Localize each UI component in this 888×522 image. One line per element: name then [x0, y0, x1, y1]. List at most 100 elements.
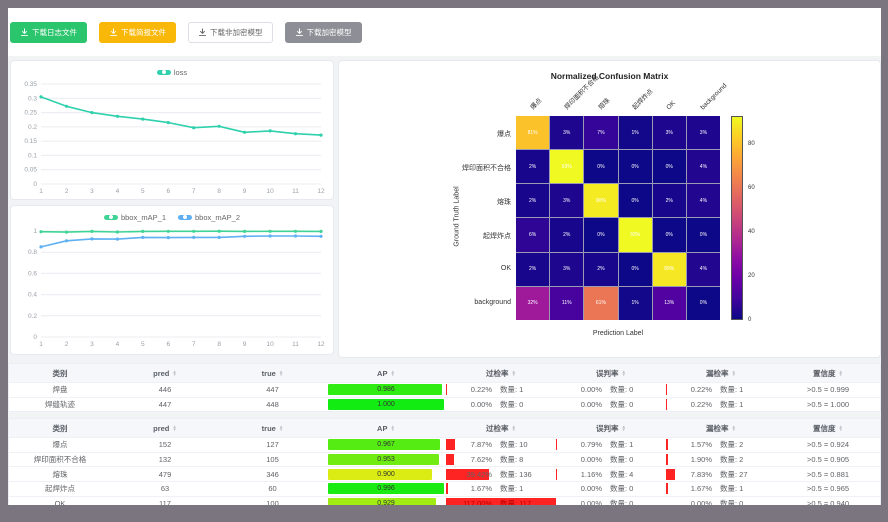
svg-text:10: 10: [266, 188, 274, 195]
legend-label: bbox_mAP_1: [120, 212, 166, 222]
button-label: 下载非加密模型: [210, 27, 263, 37]
ap-cell: 0.986: [326, 383, 446, 397]
rate-bar: [446, 483, 448, 495]
column-header-label: pred: [153, 423, 170, 433]
miss-rate-cell: 0.22% 数量: 1: [666, 398, 776, 412]
legend-marker-icon: [156, 69, 171, 75]
rate-percent: 0.00%: [580, 484, 602, 494]
column-header-类别: 类别: [9, 419, 111, 437]
column-header-置信度[interactable]: 置信度 ▲ ▼: [776, 419, 880, 437]
rate-bar: [666, 398, 667, 410]
legend-item-bbox_mAP_2[interactable]: bbox_mAP_2: [178, 213, 240, 222]
column-header-AP[interactable]: AP ▲ ▼: [326, 364, 446, 382]
matrix-cell: 2%: [584, 252, 618, 286]
column-header-漏检率[interactable]: 漏检率 ▲ ▼: [666, 419, 776, 437]
svg-text:4: 4: [116, 341, 120, 348]
download-encrypted-model-button[interactable]: 下载加密模型: [284, 21, 362, 43]
matrix-row-label: OK: [500, 265, 511, 272]
column-header-类别: 类别: [9, 364, 111, 382]
ap-cell: 0.953: [326, 453, 446, 467]
loss-chart-card: loss 0 0.05 0.1 0.15 0.2 0.25 0.3 0.35 1 2 3 4 5 6 7 8 9…: [10, 60, 334, 200]
column-header-漏检率[interactable]: 漏检率 ▲ ▼: [666, 364, 776, 382]
svg-text:11: 11: [292, 341, 299, 348]
legend-marker-icon: [178, 214, 192, 220]
sort-icon[interactable]: ▲ ▼: [731, 423, 736, 433]
matrix-cell: 3%: [550, 184, 584, 218]
misjudge-rate-cell: 1.16% 数量: 4: [556, 467, 666, 481]
matrix-column-label: background: [699, 82, 729, 112]
rate-percent: 0.79%: [580, 440, 602, 450]
column-header-pred[interactable]: pred ▲ ▼: [111, 364, 219, 382]
column-header-误判率[interactable]: 误判率 ▲ ▼: [556, 419, 666, 437]
download-report-button[interactable]: 下载简报文件: [99, 21, 176, 43]
column-header-AP[interactable]: AP ▲ ▼: [326, 419, 446, 437]
sort-icon[interactable]: ▲ ▼: [172, 423, 177, 433]
legend-item-bbox_mAP_1[interactable]: bbox_mAP_1: [103, 212, 166, 222]
column-header-过检率[interactable]: 过检率 ▲ ▼: [446, 419, 556, 437]
matrix-cell: 0%: [618, 184, 652, 218]
svg-text:0.4: 0.4: [28, 292, 37, 299]
pred-count-cell: 447: [158, 399, 172, 409]
ap-value: 0.967: [377, 441, 395, 449]
sort-icon[interactable]: ▲ ▼: [278, 368, 284, 377]
sort-icon[interactable]: ▲ ▼: [731, 368, 736, 377]
colorbar-tick-label: 20: [748, 272, 755, 279]
column-header-true[interactable]: true ▲ ▼: [219, 364, 326, 382]
sort-icon[interactable]: ▲ ▼: [838, 423, 843, 433]
download-log-button[interactable]: 下载日志文件: [10, 21, 87, 43]
svg-text:1: 1: [39, 188, 43, 195]
dashboard-page: 下载日志文件 下载简报文件 下载非加密模型 下载加密模型 loss 0 0.05 0.1 0…: [8, 8, 881, 505]
table-row: 爆点 152 127 0.967 7.87% 数量: 10 0.79% 数量: 1 1.57% 数…: [9, 437, 880, 452]
matrix-column-label: 起焊炸点: [631, 87, 655, 112]
confidence-cell: >0.5 = 1.000: [806, 399, 850, 409]
rate-percent: 0.00%: [580, 385, 602, 395]
sort-icon[interactable]: ▲ ▼: [278, 423, 284, 433]
svg-text:6: 6: [166, 188, 170, 195]
series-line-bbox_mAP_1: [40, 230, 322, 233]
svg-text:12: 12: [317, 341, 325, 348]
colorbar-tick-label: 0: [748, 316, 752, 323]
sort-icon[interactable]: ▲ ▼: [621, 423, 626, 433]
column-header-label: 置信度: [813, 423, 836, 433]
matrix-cell: 3%: [550, 252, 584, 286]
rate-percent: 7.87%: [470, 440, 492, 450]
sort-icon[interactable]: ▲ ▼: [390, 423, 395, 433]
svg-text:7: 7: [192, 341, 196, 348]
matrix-cell: 2%: [516, 150, 550, 184]
sort-icon[interactable]: ▲ ▼: [621, 368, 626, 377]
sort-icon[interactable]: ▲ ▼: [838, 368, 843, 377]
confusion-matrix-card: Normalized Confusion Matrix 81% 3% 7% 1% 3% 3…: [338, 60, 881, 358]
table-row: 起焊炸点 63 60 0.996 1.67% 数量: 1 0.00% 数量: 0 1.67% 数量…: [9, 480, 880, 496]
miss-rate-cell: 1.57% 数量: 2: [666, 438, 776, 452]
rate-percent: 0.00%: [580, 399, 602, 409]
pred-count-cell: 117: [159, 498, 171, 505]
column-header-过检率[interactable]: 过检率 ▲ ▼: [446, 364, 556, 382]
svg-text:8: 8: [217, 341, 221, 348]
ap-value: 0.953: [377, 456, 395, 464]
matrix-cell: 6%: [516, 218, 550, 252]
over-detect-rate-cell: 7.62% 数量: 8: [446, 453, 556, 467]
sort-icon[interactable]: ▲ ▼: [511, 368, 516, 377]
matrix-cell: 7%: [584, 116, 618, 150]
legend-item-loss[interactable]: loss: [156, 68, 187, 77]
rate-bar: [446, 468, 490, 480]
rate-count: 数量: 117: [500, 498, 532, 505]
column-header-置信度[interactable]: 置信度 ▲ ▼: [776, 364, 880, 382]
rate-count: 数量: 0: [720, 498, 744, 505]
download-plain-model-button[interactable]: 下载非加密模型: [188, 21, 273, 43]
rate-bar: [666, 384, 667, 396]
rate-count: 数量: 0: [610, 455, 634, 465]
miss-rate-cell: 7.83% 数量: 27: [666, 467, 776, 481]
sort-icon[interactable]: ▲ ▼: [390, 368, 395, 377]
ap-value: 0.929: [377, 499, 395, 505]
sort-icon[interactable]: ▲ ▼: [511, 423, 516, 433]
sort-icon[interactable]: ▲ ▼: [172, 368, 177, 377]
column-header-pred[interactable]: pred ▲ ▼: [111, 419, 219, 437]
ap-cell: 1.000: [326, 398, 446, 412]
column-header-true[interactable]: true ▲ ▼: [219, 419, 326, 437]
confidence-cell: >0.5 = 0.940: [806, 498, 850, 505]
map-chart-card: bbox_mAP_1 bbox_mAP_2 0 0.2 0.4 0.6 0.8 1 1 2 3 4 5…: [10, 205, 334, 355]
svg-text:8: 8: [217, 188, 221, 195]
column-header-误判率[interactable]: 误判率 ▲ ▼: [556, 364, 666, 382]
rate-percent: 0.22%: [690, 385, 712, 395]
